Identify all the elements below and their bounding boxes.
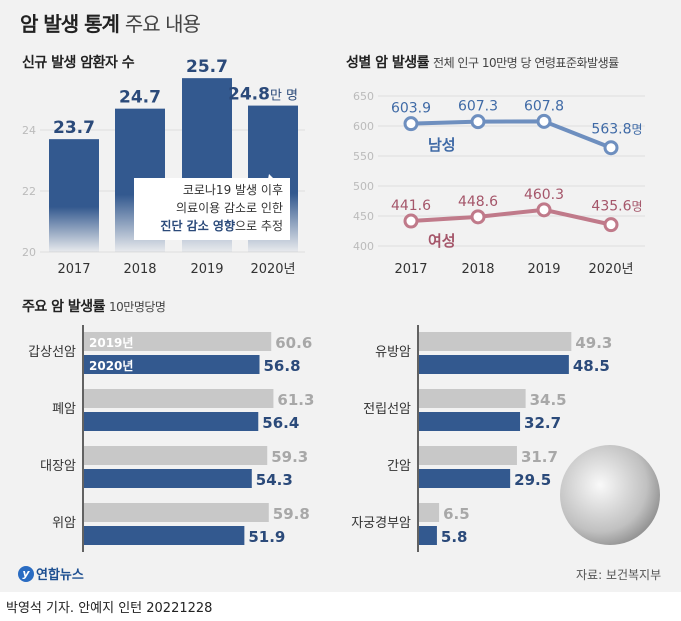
page-title: 암 발생 통계 주요 내용 [20, 12, 201, 36]
data-point [603, 217, 619, 233]
bar-2020년-전립선암 [419, 412, 521, 431]
x-tick-label: 2020년 [588, 262, 633, 277]
credit-text: 박영석 기자. 안예지 인턴 20221228 [6, 601, 213, 616]
point-value-label: 441.6 [391, 198, 431, 214]
x-tick-label: 2018 [461, 262, 494, 277]
point-value-label: 460.3 [524, 187, 564, 203]
line-남성 [410, 119, 612, 150]
bar-2019년-위암 [84, 503, 269, 522]
bar-value-label: 54.3 [256, 471, 293, 489]
bar-value-label: 32.7 [524, 414, 561, 432]
category-label: 간암 [387, 459, 411, 474]
cancer-cell-illustration [560, 445, 660, 545]
data-point [470, 209, 486, 225]
series-label-남성: 남성 [428, 136, 456, 154]
y-tick-label: 24 [22, 124, 36, 137]
line-chart-title: 성별 암 발생률 전체 인구 10만명 당 연령표준화발생률 [346, 55, 619, 71]
bar-value-label: 59.8 [273, 505, 310, 523]
bar-value-label: 51.9 [248, 528, 285, 546]
bar-2019년-전립선암 [419, 389, 526, 408]
bar-2019년-갑상선암 [84, 332, 272, 351]
bar-value-label: 23.7 [53, 118, 95, 138]
legend-label-2019년: 2019년 [89, 336, 133, 350]
bar-chart-title: 신규 발생 암환자 수 [22, 55, 135, 71]
hbar-chart-title: 주요 암 발생률 10만명당명 [22, 299, 166, 315]
data-point [536, 202, 552, 218]
y-tick-label: 650 [353, 90, 374, 103]
bar-2019년-유방암 [419, 332, 572, 351]
bar-2020년-폐암 [84, 412, 259, 431]
yonhap-logo: y 연합뉴스 [18, 564, 84, 583]
data-point [470, 114, 486, 130]
x-tick-label: 2020년 [250, 262, 295, 277]
x-tick-label: 2017 [394, 262, 427, 277]
x-tick-label: 2018 [123, 262, 156, 277]
bar-value-label: 48.5 [573, 357, 610, 375]
category-label: 폐암 [52, 402, 76, 417]
y-tick-label: 20 [22, 246, 36, 259]
bar-value-label: 5.8 [441, 528, 468, 546]
bar-value-label: 59.3 [271, 448, 308, 466]
series-label-여성: 여성 [428, 232, 456, 250]
y-tick-label: 22 [22, 185, 36, 198]
bar-2020년-유방암 [419, 355, 569, 374]
x-tick-label: 2019 [527, 262, 560, 277]
category-label: 자궁경부암 [351, 516, 411, 531]
data-point [403, 213, 419, 229]
bar-2020년-대장암 [84, 469, 252, 488]
point-value-label: 603.9 [391, 101, 431, 117]
bar-2017 [49, 139, 99, 252]
line-여성 [410, 207, 612, 227]
bar-value-label: 56.8 [264, 357, 301, 375]
bar-value-label: 49.3 [575, 334, 612, 352]
y-tick-label: 600 [353, 120, 374, 133]
data-point [603, 140, 619, 156]
y-tick-label: 450 [353, 210, 374, 223]
y-tick-label: 500 [353, 180, 374, 193]
bar-value-label: 61.3 [277, 391, 314, 409]
source-text: 자료: 보건복지부 [576, 568, 662, 582]
bar-value-label: 34.5 [530, 391, 567, 409]
bar-value-label: 6.5 [443, 505, 470, 523]
point-value-label: 448.6 [458, 194, 498, 210]
bar-value-label: 60.6 [275, 334, 312, 352]
point-value-label: 563.8명 [591, 122, 642, 138]
y-tick-label: 400 [353, 240, 374, 253]
bar-2020년-간암 [419, 469, 511, 488]
legend-label-2020년: 2020년 [89, 359, 133, 373]
bar-2020년-자궁경부암 [419, 526, 437, 545]
category-label: 갑상선암 [28, 345, 76, 360]
bar-2019년-대장암 [84, 446, 268, 465]
category-label: 위암 [52, 516, 76, 531]
bar-2020년-갑상선암 [84, 355, 260, 374]
y-tick-label: 550 [353, 150, 374, 163]
point-value-label: 435.6명 [591, 199, 642, 215]
bar-value-label: 24.8만 명 [228, 85, 298, 105]
data-point [536, 113, 552, 129]
annotation-box: 코로나19 발생 이후 의료이용 감소로 인한 진단 감소 영향으로 추정 [134, 174, 290, 240]
logo-icon: y [18, 565, 34, 582]
category-label: 전립선암 [363, 402, 411, 417]
point-value-label: 607.8 [524, 98, 564, 114]
bar-value-label: 56.4 [262, 414, 299, 432]
bar-value-label: 25.7 [186, 57, 228, 77]
category-label: 대장암 [40, 459, 76, 474]
bar-2019년-간암 [419, 446, 517, 465]
x-tick-label: 2019 [190, 262, 223, 277]
bar-2019년-폐암 [84, 389, 274, 408]
bar-value-label: 29.5 [514, 471, 551, 489]
bar-value-label: 24.7 [119, 88, 161, 108]
category-label: 유방암 [375, 345, 411, 360]
x-tick-label: 2017 [57, 262, 90, 277]
bar-2019년-자궁경부암 [419, 503, 440, 522]
bar-2020년-위암 [84, 526, 245, 545]
point-value-label: 607.3 [458, 99, 498, 115]
data-point [403, 116, 419, 132]
bar-value-label: 31.7 [521, 448, 558, 466]
